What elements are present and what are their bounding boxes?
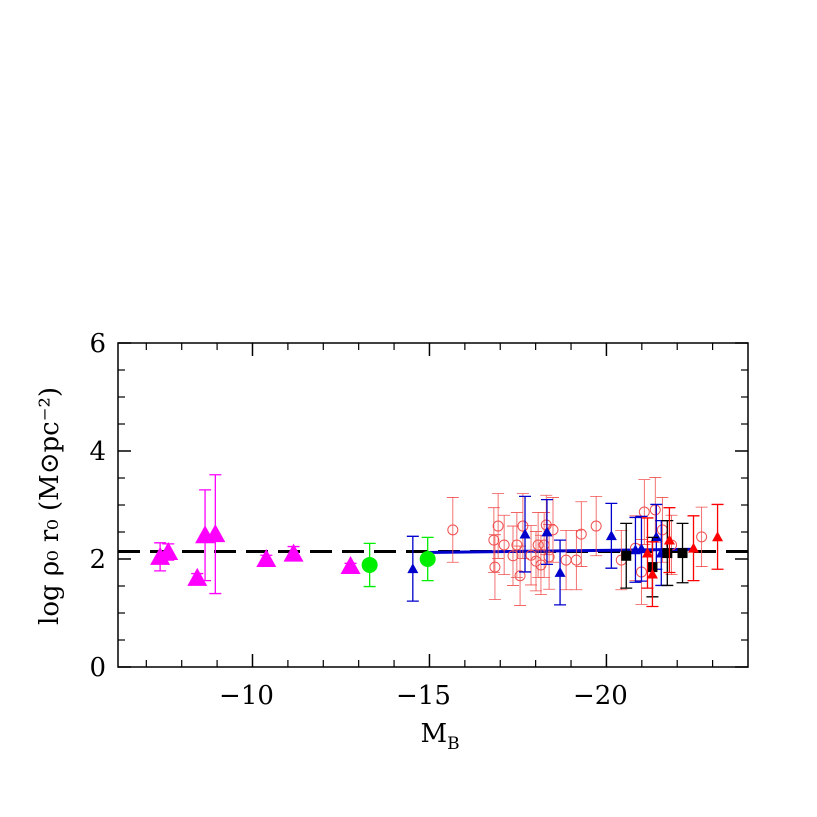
square-marker [662,548,673,559]
error-bar [488,534,501,600]
error-bar [540,494,553,556]
triangle-marker [641,547,653,558]
triangle-marker [646,568,658,579]
y-axis-label: log ρ₀ r₀ (M⊙pc⁻²) [35,387,65,625]
triangle-marker [187,567,208,586]
y-tick-label: 6 [89,329,106,359]
triangle-marker [256,549,277,567]
square-marker [621,550,632,561]
square-marker [677,548,688,559]
open-circle-marker [492,520,504,532]
triangle-marker [407,563,419,574]
open-circle-marker [532,539,544,551]
circle-marker [419,551,436,567]
error-bar [529,531,542,592]
triangle-marker [158,541,179,560]
open-circle-marker [575,528,587,540]
triangle-marker [283,543,304,562]
error-bar [538,512,551,578]
error-bar [446,497,459,563]
triangle-marker [635,543,647,554]
error-bar [575,501,588,567]
open-circle-marker [514,570,526,582]
open-circle-marker [638,506,650,518]
triangle-marker [541,526,553,537]
open-circle-marker [517,520,529,532]
open-circle-marker [507,550,519,562]
open-circle-marker [489,561,501,573]
triangle-marker [554,567,566,577]
triangle-marker [605,530,617,541]
triangle-marker [712,531,724,542]
triangle-marker [687,542,699,553]
error-bar [590,495,603,557]
triangle-marker [663,534,675,545]
error-bar [514,545,527,606]
x-tick-label: −20 [573,681,628,711]
x-tick-label: −15 [396,681,451,711]
open-circle-marker [511,539,523,551]
open-circle-marker [696,531,708,543]
error-bar [492,493,505,559]
error-bar [498,514,511,576]
error-bar [649,477,662,543]
y-tick-label: 4 [89,437,106,467]
x-label-main: M [420,719,447,749]
error-bar [510,512,523,578]
error-bar [546,497,559,563]
y-tick-label: 0 [89,653,106,683]
open-circle-marker [590,520,602,532]
open-circle-marker [498,539,510,551]
x-tick-label: −10 [219,681,274,711]
error-bar [638,479,651,545]
x-label-sub: B [447,734,460,754]
error-bar [695,506,708,567]
triangle-marker [519,528,531,539]
x-axis-label: MB [420,719,459,754]
circle-marker [361,556,378,573]
error-bar [570,529,583,591]
triangle-marker [650,531,662,542]
error-bar [560,529,573,591]
open-circle-marker [447,524,459,536]
error-bar [525,525,538,586]
y-tick-label: 2 [89,545,106,575]
triangle-marker [205,524,226,543]
triangle-marker [340,556,361,575]
